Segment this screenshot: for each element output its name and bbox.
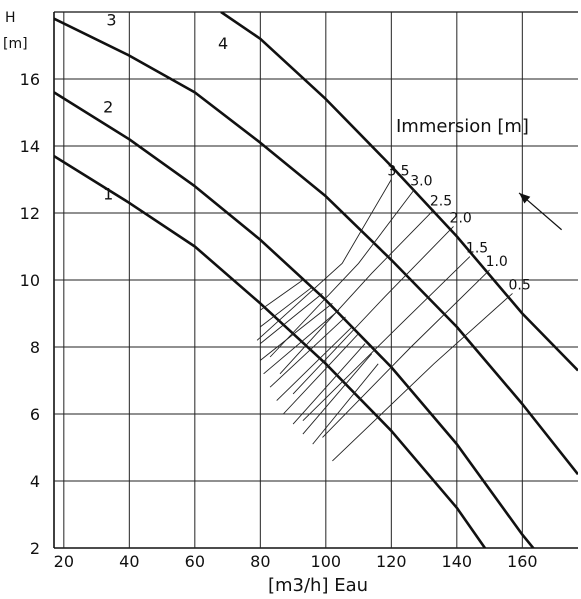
x-tick-label: 140 (442, 552, 473, 571)
y-tick-label: 6 (30, 405, 40, 424)
x-tick-label: 40 (119, 552, 139, 571)
x-axis-title: [m3/h] Eau (268, 575, 368, 596)
x-tick-label: 80 (250, 552, 270, 571)
y-axis-symbol: H (5, 10, 16, 26)
hatch-line (260, 279, 304, 311)
curve-1 (54, 154, 487, 548)
immersion-line-2.0 (292, 226, 454, 395)
curve-label-4: 4 (218, 34, 228, 53)
y-tick-label: 8 (30, 338, 40, 357)
hatch-line (263, 309, 340, 375)
curve-4 (220, 12, 578, 372)
immersion-lines: 3.53.0 2.52.0 1.51.00.5 (256, 164, 563, 462)
hatch-line (292, 343, 366, 425)
curve-labels: 1 2 3 4 (103, 10, 228, 203)
immersion-label: 3.5 (387, 164, 409, 180)
x-tick-label: 20 (54, 552, 74, 571)
x-tick-label: 100 (311, 552, 342, 571)
y-axis-unit: [m] (3, 36, 28, 52)
immersion-arrow-head (519, 192, 531, 204)
immersion-label: 3.0 (410, 174, 432, 190)
immersion-title: Immersion [m] (396, 116, 529, 137)
immersion-label: 2.5 (430, 194, 452, 210)
hatch-line (302, 353, 373, 435)
y-tick-label: 12 (20, 204, 40, 223)
hatch-line (260, 293, 323, 344)
curve-label-2: 2 (103, 98, 113, 117)
immersion-label: 1.5 (466, 241, 488, 257)
x-tick-label: 60 (185, 552, 205, 571)
curve-label-1: 1 (103, 185, 113, 204)
y-tick-label: 4 (30, 472, 40, 491)
hatch-line (276, 326, 353, 401)
immersion-line-1.5 (302, 256, 471, 422)
hatch-line (260, 286, 313, 328)
hatch-line (260, 303, 333, 361)
pump-curves (54, 12, 578, 548)
y-tick-label: 16 (20, 70, 40, 89)
y-tick-label: 2 (30, 539, 40, 558)
hatch-line (269, 316, 346, 388)
immersion-label: 2.0 (450, 210, 472, 226)
immersion-line-3.0 (269, 189, 415, 358)
immersion-label: 1.0 (486, 254, 508, 270)
y-tick-label: 10 (20, 271, 40, 290)
curve-label-3: 3 (106, 10, 116, 29)
immersion-label: 0.5 (509, 277, 531, 293)
x-tick-label: 120 (376, 552, 407, 571)
x-tick-label: 160 (507, 552, 538, 571)
immersion-line-2.5 (279, 209, 435, 375)
immersion-hatch (260, 279, 379, 445)
immersion-line-3.5 (256, 179, 392, 341)
hatch-line (312, 363, 379, 445)
immersion-line-1.0 (322, 269, 490, 438)
hatch-line (282, 333, 359, 415)
grid (53, 11, 578, 549)
y-tick-label: 14 (20, 137, 40, 156)
curve-2 (54, 91, 535, 548)
immersion-line-0.5 (332, 293, 513, 462)
curve-3 (54, 17, 578, 476)
